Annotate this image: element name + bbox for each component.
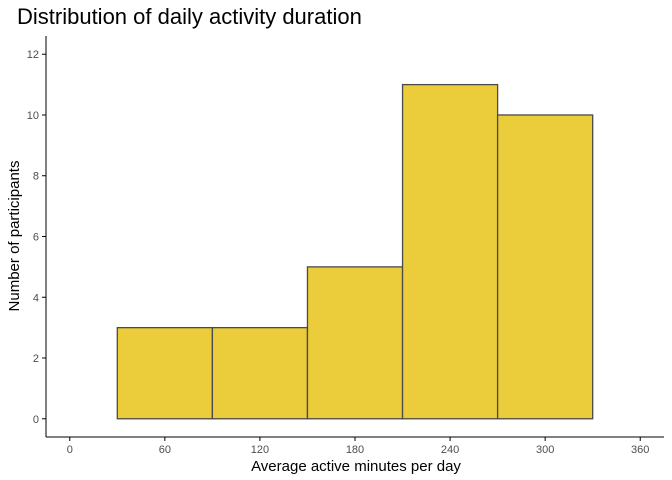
bars-layer [116,83,594,420]
x-tick-label: 300 [536,444,554,456]
histogram-bar-2 [211,326,309,420]
x-tick-label: 60 [159,444,171,456]
y-tick-label: 0 [33,414,39,426]
chart-title: Distribution of daily activity duration [17,4,362,29]
histogram-bar-3 [306,266,404,420]
y-tick-label: 10 [27,110,39,122]
histogram-bar-5 [496,114,594,420]
y-axis-ticks: 0 2 4 6 8 10 12 [27,49,46,426]
histogram-bar-4 [401,83,499,420]
x-tick-label: 180 [346,444,364,456]
x-axis-ticks: 0 60 120 180 240 300 360 [67,437,649,456]
y-tick-label: 12 [27,49,39,61]
x-tick-label: 360 [631,444,649,456]
x-tick-label: 240 [441,444,459,456]
histogram-bar-1 [116,326,214,420]
y-tick-label: 4 [33,292,39,304]
x-axis-title: Average active minutes per day [251,458,461,475]
y-axis-title: Number of participants [6,161,23,312]
y-tick-label: 6 [33,232,39,244]
y-tick-label: 8 [33,171,39,183]
x-tick-label: 120 [251,444,269,456]
x-tick-label: 0 [67,444,73,456]
y-tick-label: 2 [33,353,39,365]
